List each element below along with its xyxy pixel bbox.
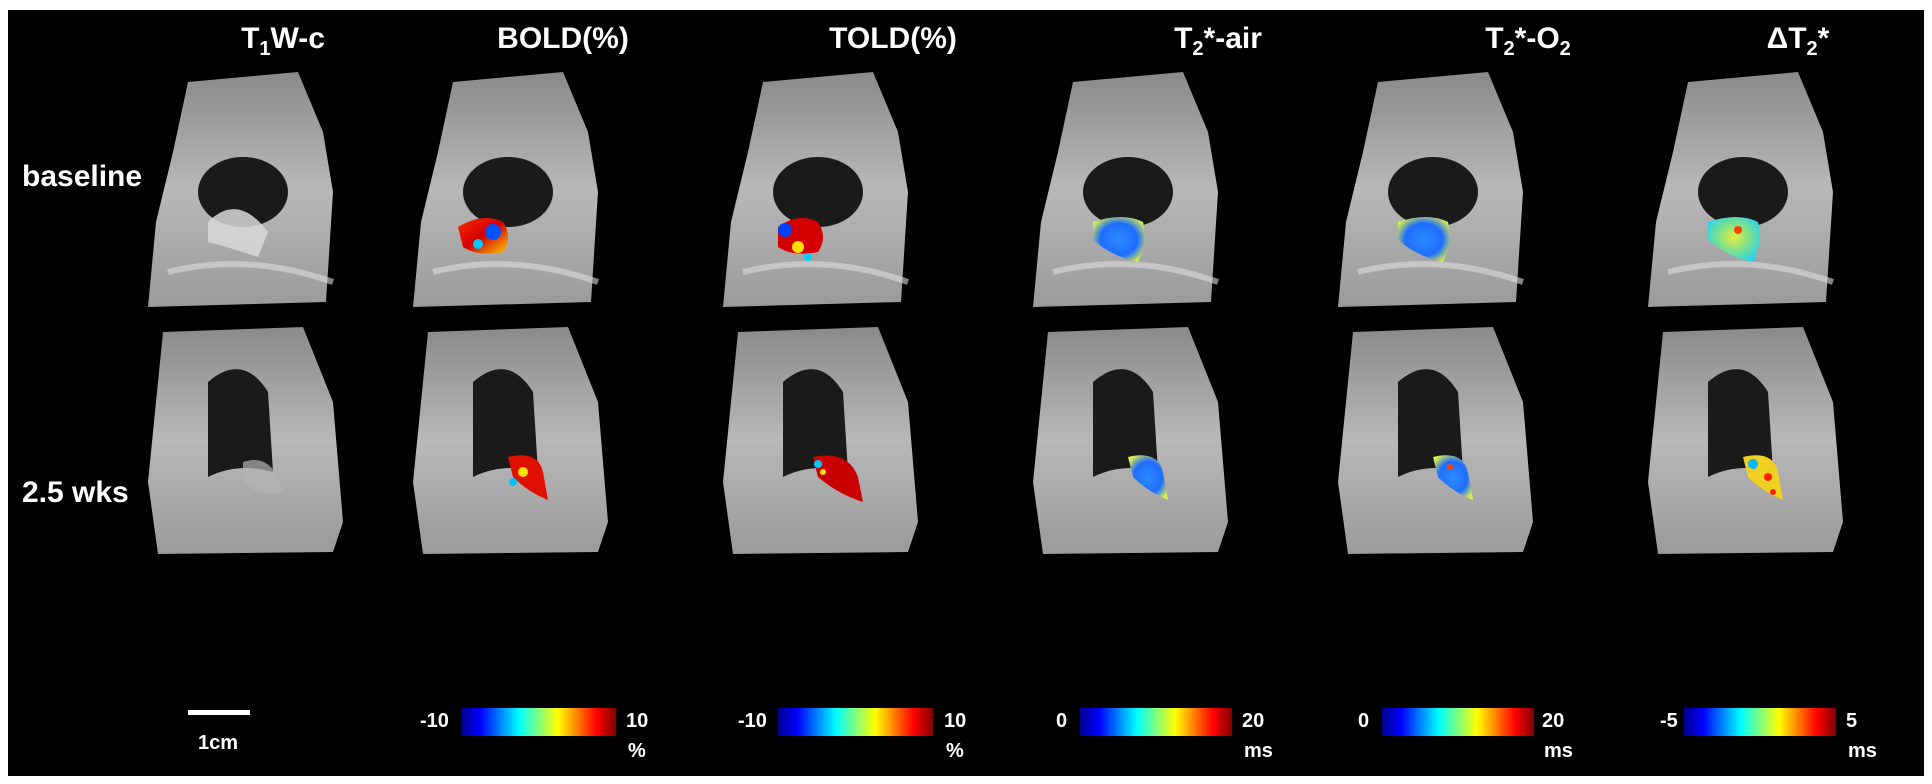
colorbar-told-max: 10: [944, 710, 967, 732]
image-baseline-bold: [413, 72, 599, 307]
colorbar-bold-unit: %: [628, 740, 646, 762]
image-baseline-t2star-air: [1033, 72, 1219, 307]
scale-bar-label: 1cm: [198, 732, 239, 754]
colorbar-t2o2-unit: ms: [1544, 740, 1573, 762]
colorbar-t2o2-max: 20: [1542, 710, 1565, 732]
colorbar-told-unit: %: [946, 740, 964, 762]
colorbar-dt2-max: 5: [1846, 710, 1858, 732]
colorbar-t2air-unit: ms: [1244, 740, 1273, 762]
scale-bar: [188, 710, 250, 715]
row-label-baseline: baseline: [22, 160, 143, 193]
colorbar-t2o2-min: 0: [1358, 710, 1370, 732]
image-2-5wks-t2star-o2: [1338, 327, 1533, 554]
colorbar-t2air-max: 20: [1242, 710, 1265, 732]
row-label-2-5-wks: 2.5 wks: [22, 476, 129, 509]
image-2-5wks-t1w: [148, 327, 343, 554]
colorbar-dt2-min: -5: [1660, 710, 1678, 732]
image-2-5wks-delta-t2star: [1648, 327, 1843, 554]
image-2-5wks-t2star-air: [1033, 327, 1228, 554]
colorbar-bold: [461, 708, 616, 736]
colorbar-bold-max: 10: [626, 710, 649, 732]
colorbar-told-min: -10: [738, 710, 767, 732]
colorbar-dt2-unit: ms: [1848, 740, 1877, 762]
colorbar-dt2: [1684, 708, 1836, 736]
col-header-told: TOLD(%): [829, 22, 957, 55]
colorbar-t2air-min: 0: [1056, 710, 1068, 732]
image-baseline-t1w: [148, 72, 334, 307]
col-header-bold: BOLD(%): [497, 22, 629, 55]
figure-panel: T1W-c BOLD(%) TOLD(%) T2*-air T2*-O2 ΔT2…: [8, 10, 1924, 776]
image-baseline-told: [723, 72, 909, 307]
colorbar-bold-min: -10: [420, 710, 449, 732]
image-baseline-delta-t2star: [1648, 72, 1834, 307]
col-header-t2star-o2: T2*-O2: [1485, 22, 1571, 60]
image-2-5wks-bold: [413, 327, 608, 554]
col-header-t1w: T1W-c: [241, 22, 325, 60]
colorbar-told: [778, 708, 933, 736]
image-2-5wks-told: [723, 327, 918, 554]
colorbar-t2air: [1080, 708, 1232, 736]
col-header-t2star-air: T2*-air: [1174, 22, 1262, 60]
colorbar-t2o2: [1382, 708, 1534, 736]
col-header-delta-t2star: ΔT2*: [1766, 22, 1830, 60]
image-baseline-t2star-o2: [1338, 72, 1524, 307]
